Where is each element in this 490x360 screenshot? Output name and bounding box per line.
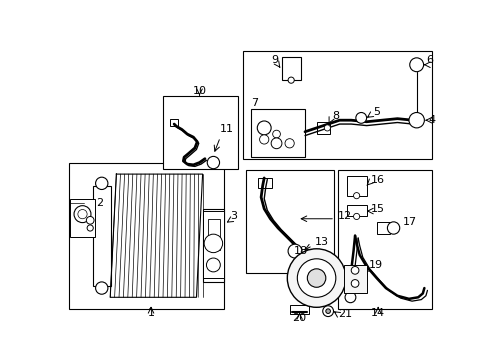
- Circle shape: [96, 282, 108, 294]
- Bar: [338, 170, 432, 309]
- Bar: [163, 95, 238, 169]
- Text: 3: 3: [230, 211, 237, 221]
- Text: 16: 16: [370, 175, 385, 185]
- Bar: [377, 222, 390, 234]
- Text: 5: 5: [373, 108, 380, 117]
- Circle shape: [388, 222, 400, 234]
- Circle shape: [410, 58, 423, 72]
- Circle shape: [209, 262, 218, 271]
- Circle shape: [354, 193, 360, 199]
- Text: 8: 8: [332, 111, 339, 121]
- Circle shape: [260, 135, 269, 144]
- Text: 2: 2: [96, 198, 103, 208]
- Circle shape: [288, 244, 302, 258]
- Circle shape: [74, 206, 91, 222]
- Circle shape: [324, 125, 330, 131]
- Bar: [208, 219, 220, 249]
- Text: 10: 10: [193, 86, 207, 96]
- Circle shape: [351, 280, 359, 287]
- Circle shape: [297, 259, 336, 297]
- Circle shape: [285, 139, 294, 148]
- Text: 9: 9: [271, 55, 278, 65]
- Circle shape: [326, 309, 330, 314]
- Bar: [171, 119, 178, 126]
- Circle shape: [287, 249, 346, 307]
- Circle shape: [409, 112, 424, 128]
- Bar: [251, 109, 305, 157]
- Text: 7: 7: [251, 98, 259, 108]
- Bar: [93, 186, 111, 286]
- Circle shape: [204, 234, 222, 253]
- Text: 15: 15: [370, 204, 385, 214]
- Bar: [244, 51, 432, 159]
- Text: 11: 11: [220, 125, 233, 134]
- Text: 19: 19: [369, 260, 383, 270]
- Circle shape: [356, 112, 367, 123]
- Text: 18: 18: [294, 246, 308, 256]
- Text: 21: 21: [338, 309, 352, 319]
- Circle shape: [206, 258, 220, 272]
- Bar: [258, 178, 272, 188]
- Text: 14: 14: [371, 308, 385, 318]
- Text: 20: 20: [293, 313, 307, 323]
- Circle shape: [96, 177, 108, 189]
- Bar: [203, 211, 224, 278]
- Bar: [70, 199, 95, 237]
- Circle shape: [307, 269, 326, 287]
- Circle shape: [207, 156, 220, 169]
- Text: 17: 17: [403, 217, 417, 227]
- Circle shape: [354, 213, 360, 220]
- Text: 6: 6: [426, 55, 433, 65]
- Circle shape: [86, 216, 94, 224]
- Circle shape: [345, 292, 356, 303]
- Text: 13: 13: [315, 237, 329, 247]
- Bar: [203, 209, 224, 282]
- Text: 12: 12: [338, 211, 352, 221]
- Bar: [245, 170, 334, 273]
- Circle shape: [323, 306, 334, 316]
- Circle shape: [257, 121, 271, 135]
- Circle shape: [271, 138, 282, 149]
- Circle shape: [272, 130, 280, 138]
- Circle shape: [351, 266, 359, 274]
- Bar: [317, 122, 330, 134]
- Circle shape: [288, 77, 294, 83]
- Circle shape: [78, 210, 87, 219]
- Bar: [347, 176, 367, 195]
- Bar: [290, 305, 309, 314]
- Text: 4: 4: [428, 115, 435, 125]
- Bar: [69, 163, 224, 309]
- Bar: [282, 57, 301, 80]
- Bar: [344, 265, 367, 293]
- Circle shape: [87, 225, 93, 231]
- Bar: [347, 205, 367, 216]
- Text: 1: 1: [147, 308, 154, 318]
